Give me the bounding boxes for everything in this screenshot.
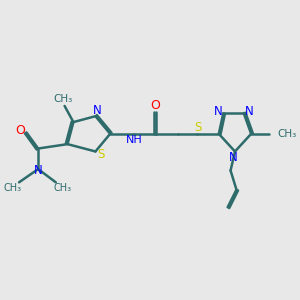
Text: O: O [150,99,160,112]
Text: CH₃: CH₃ [53,183,71,193]
Text: N: N [245,105,254,118]
Text: N: N [34,164,43,177]
Text: N: N [214,105,222,118]
Text: NH: NH [126,135,142,145]
Text: CH₃: CH₃ [53,94,73,104]
Text: N: N [92,104,101,117]
Text: CH₃: CH₃ [4,183,22,193]
Text: N: N [229,151,238,164]
Text: S: S [97,148,104,161]
Text: S: S [194,121,201,134]
Text: CH₃: CH₃ [277,129,296,139]
Text: O: O [16,124,26,137]
